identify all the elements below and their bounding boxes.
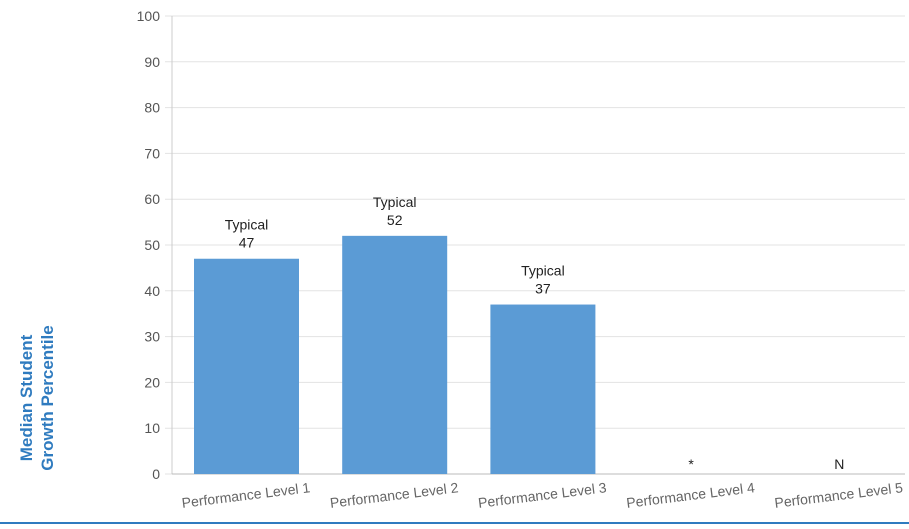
- bottom-divider: [0, 522, 909, 524]
- x-tick-label-2: Performance Level 2: [329, 479, 459, 511]
- y-tick-label-70: 70: [144, 145, 160, 161]
- y-tick-label-10: 10: [144, 420, 160, 436]
- x-tick-label-5: Performance Level 5: [774, 479, 904, 511]
- y-tick-label-0: 0: [152, 466, 160, 482]
- x-tick-label-4: Performance Level 4: [625, 479, 755, 511]
- bar-3: [490, 304, 596, 474]
- bar-1: [194, 258, 299, 474]
- y-tick-label-30: 30: [144, 329, 160, 345]
- bar-value-3: 37: [535, 281, 551, 297]
- y-tick-label-100: 100: [137, 8, 161, 24]
- y-tick-label-50: 50: [144, 237, 160, 253]
- y-tick-label-80: 80: [144, 100, 160, 116]
- y-tick-label-90: 90: [144, 54, 160, 70]
- x-tick-label-3: Performance Level 3: [477, 479, 607, 511]
- bar-label-2: Typical: [373, 194, 417, 210]
- x-tick-label-1: Performance Level 1: [181, 479, 311, 511]
- bar-value-2: 52: [387, 212, 403, 228]
- bar-value-5: N: [834, 456, 844, 472]
- bar-label-1: Typical: [225, 217, 269, 233]
- bar-2: [342, 235, 448, 474]
- bar-value-1: 47: [239, 235, 255, 251]
- bar-label-3: Typical: [521, 263, 565, 279]
- y-tick-label-20: 20: [144, 374, 160, 390]
- y-tick-label-40: 40: [144, 283, 160, 299]
- bar-value-4: *: [688, 456, 694, 472]
- y-tick-label-60: 60: [144, 191, 160, 207]
